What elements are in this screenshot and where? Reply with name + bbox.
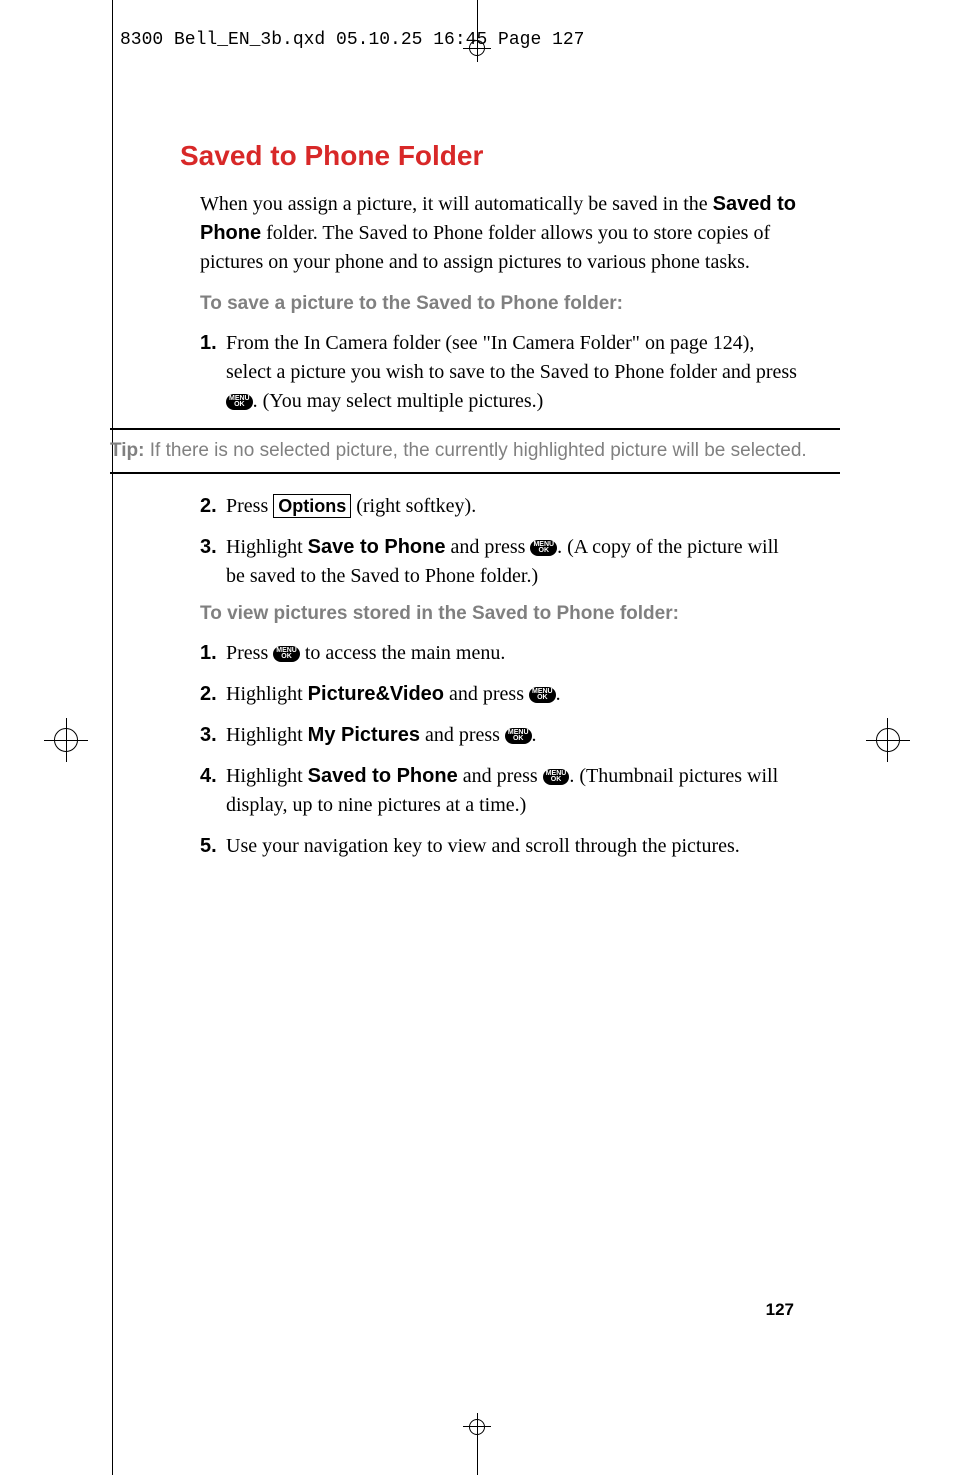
intro-text-1: When you assign a picture, it will autom… <box>200 193 713 215</box>
step-text: Highlight Save to Phone and press MENUOK… <box>226 533 800 591</box>
page-content: Saved to Phone Folder When you assign a … <box>180 140 800 873</box>
section-heading: Saved to Phone Folder <box>180 140 800 172</box>
step-post: . <box>532 724 537 746</box>
step-number: 5. <box>200 832 226 861</box>
step-number: 3. <box>200 533 226 591</box>
menu-ok-icon: MENUOK <box>529 687 556 703</box>
step-number: 3. <box>200 721 226 750</box>
save-steps-list-2: 2. Press Options (right softkey). 3. Hig… <box>200 492 800 591</box>
step-bold: My Pictures <box>308 724 420 746</box>
step-pre: Press <box>226 642 273 664</box>
options-button-label: Options <box>273 494 351 518</box>
intro-text-2: folder. The Saved to Phone folder allows… <box>200 222 770 273</box>
tip-label: Tip: <box>110 440 144 461</box>
page-number: 127 <box>766 1300 794 1320</box>
list-item: 5. Use your navigation key to view and s… <box>200 832 800 861</box>
step-number: 2. <box>200 492 226 521</box>
step-pre: Highlight <box>226 765 308 787</box>
step-pre: Press <box>226 495 273 517</box>
menu-ok-icon: MENUOK <box>530 540 557 556</box>
step-text: Highlight Picture&Video and press MENUOK… <box>226 680 800 709</box>
menu-ok-icon: MENUOK <box>543 769 570 785</box>
menu-ok-icon: MENUOK <box>505 728 532 744</box>
step-text: From the In Camera folder (see "In Camer… <box>226 329 800 416</box>
step-number: 1. <box>200 329 226 416</box>
list-item: 1. From the In Camera folder (see "In Ca… <box>200 329 800 416</box>
step-post: . (You may select multiple pictures.) <box>253 390 544 412</box>
view-steps-list: 1. Press MENUOK to access the main menu.… <box>200 639 800 861</box>
step-number: 4. <box>200 762 226 820</box>
step-bold: Save to Phone <box>308 536 446 558</box>
list-item: 3. Highlight My Pictures and press MENUO… <box>200 721 800 750</box>
step-pre: Use your navigation key to view and scro… <box>226 835 740 857</box>
step-text: Highlight Saved to Phone and press MENUO… <box>226 762 800 820</box>
step-post: to access the main menu. <box>300 642 506 664</box>
document-header: 8300 Bell_EN_3b.qxd 05.10.25 16:45 Page … <box>120 30 584 50</box>
step-pre: Highlight <box>226 683 308 705</box>
step-mid: and press <box>444 683 529 705</box>
step-mid: and press <box>445 536 530 558</box>
step-number: 1. <box>200 639 226 668</box>
subheading-save: To save a picture to the Saved to Phone … <box>200 293 800 315</box>
step-number: 2. <box>200 680 226 709</box>
tip-text: If there is no selected picture, the cur… <box>144 440 806 461</box>
step-pre: Highlight <box>226 536 308 558</box>
step-bold: Saved to Phone <box>308 765 458 787</box>
step-text: Press MENUOK to access the main menu. <box>226 639 800 668</box>
tip-box: Tip: If there is no selected picture, th… <box>110 428 840 474</box>
intro-paragraph: When you assign a picture, it will autom… <box>200 190 800 277</box>
list-item: 2. Press Options (right softkey). <box>200 492 800 521</box>
step-mid: and press <box>420 724 505 746</box>
step-text: Use your navigation key to view and scro… <box>226 832 800 861</box>
step-post: . <box>556 683 561 705</box>
step-post: (right softkey). <box>351 495 476 517</box>
step-mid: and press <box>458 765 543 787</box>
save-steps-list-1: 1. From the In Camera folder (see "In Ca… <box>200 329 800 416</box>
list-item: 1. Press MENUOK to access the main menu. <box>200 639 800 668</box>
menu-ok-icon: MENUOK <box>226 394 253 410</box>
step-pre: Highlight <box>226 724 308 746</box>
step-text: Highlight My Pictures and press MENUOK. <box>226 721 800 750</box>
list-item: 4. Highlight Saved to Phone and press ME… <box>200 762 800 820</box>
list-item: 3. Highlight Save to Phone and press MEN… <box>200 533 800 591</box>
step-bold: Picture&Video <box>308 683 444 705</box>
step-pre: From the In Camera folder (see "In Camer… <box>226 332 797 383</box>
subheading-view: To view pictures stored in the Saved to … <box>200 603 800 625</box>
list-item: 2. Highlight Picture&Video and press MEN… <box>200 680 800 709</box>
menu-ok-icon: MENUOK <box>273 646 300 662</box>
step-text: Press Options (right softkey). <box>226 492 800 521</box>
